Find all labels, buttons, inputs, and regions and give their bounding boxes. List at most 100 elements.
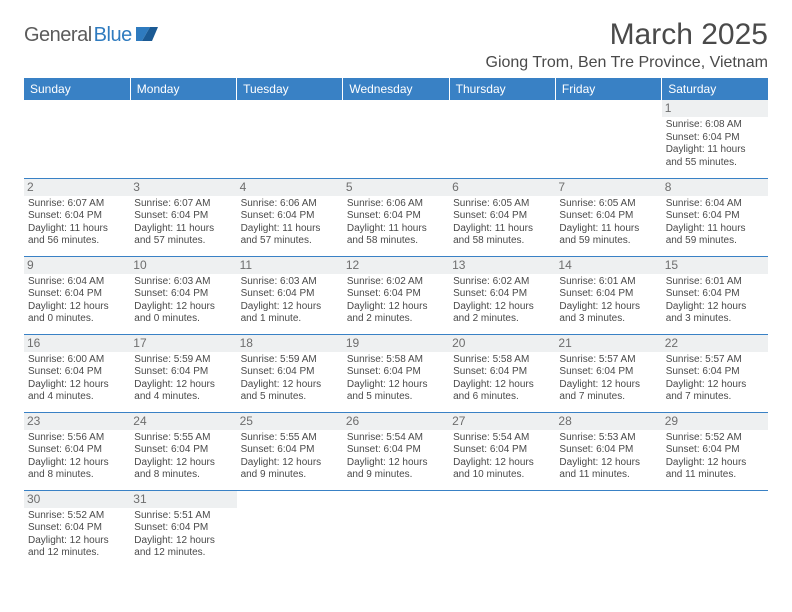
calendar-cell: 31Sunrise: 5:51 AMSunset: 6:04 PMDayligh… — [130, 490, 236, 568]
calendar-row: 1Sunrise: 6:08 AMSunset: 6:04 PMDaylight… — [24, 100, 768, 178]
day-number: 14 — [555, 257, 661, 274]
sunrise-text: Sunrise: 6:02 AM — [347, 276, 445, 289]
calendar-cell: 10Sunrise: 6:03 AMSunset: 6:04 PMDayligh… — [130, 256, 236, 334]
sunset-text: Sunset: 6:04 PM — [559, 210, 657, 223]
sunrise-text: Sunrise: 6:04 AM — [28, 276, 126, 289]
sunrise-text: Sunrise: 6:05 AM — [559, 198, 657, 211]
daylight-text: Daylight: 12 hours and 1 minute. — [241, 301, 339, 326]
calendar-cell: 18Sunrise: 5:59 AMSunset: 6:04 PMDayligh… — [237, 334, 343, 412]
sunset-text: Sunset: 6:04 PM — [134, 288, 232, 301]
calendar-cell: 12Sunrise: 6:02 AMSunset: 6:04 PMDayligh… — [343, 256, 449, 334]
sunrise-text: Sunrise: 6:02 AM — [453, 276, 551, 289]
daylight-text: Daylight: 12 hours and 11 minutes. — [559, 457, 657, 482]
sunrise-text: Sunrise: 5:58 AM — [347, 354, 445, 367]
calendar-cell: 9 Sunrise: 6:04 AMSunset: 6:04 PMDaylight… — [24, 256, 130, 334]
daylight-text: Daylight: 12 hours and 9 minutes. — [347, 457, 445, 482]
daylight-text: Daylight: 12 hours and 12 minutes. — [28, 535, 126, 560]
calendar-cell — [237, 100, 343, 178]
daylight-text: Daylight: 11 hours and 57 minutes. — [134, 223, 232, 248]
day-number: 9 — [24, 257, 130, 274]
day-number: 1 — [662, 100, 768, 117]
day-number: 11 — [237, 257, 343, 274]
daylight-text: Daylight: 12 hours and 2 minutes. — [453, 301, 551, 326]
sunset-text: Sunset: 6:04 PM — [666, 366, 764, 379]
sunrise-text: Sunrise: 5:54 AM — [453, 432, 551, 445]
sunset-text: Sunset: 6:04 PM — [347, 210, 445, 223]
daylight-text: Daylight: 12 hours and 12 minutes. — [134, 535, 232, 560]
sunset-text: Sunset: 6:04 PM — [241, 210, 339, 223]
sunrise-text: Sunrise: 6:06 AM — [347, 198, 445, 211]
day-number: 26 — [343, 413, 449, 430]
calendar-cell: 11Sunrise: 6:03 AMSunset: 6:04 PMDayligh… — [237, 256, 343, 334]
calendar-cell — [343, 490, 449, 568]
calendar-row: 9Sunrise: 6:04 AMSunset: 6:04 PMDaylight… — [24, 256, 768, 334]
calendar-cell: 23Sunrise: 5:56 AMSunset: 6:04 PMDayligh… — [24, 412, 130, 490]
day-number: 15 — [662, 257, 768, 274]
calendar-cell: 6Sunrise: 6:05 AMSunset: 6:04 PMDaylight… — [449, 178, 555, 256]
daylight-text: Daylight: 12 hours and 0 minutes. — [28, 301, 126, 326]
day-header: Wednesday — [343, 78, 449, 100]
sunrise-text: Sunrise: 5:55 AM — [241, 432, 339, 445]
day-number: 24 — [130, 413, 236, 430]
calendar-cell — [237, 490, 343, 568]
sunrise-text: Sunrise: 6:01 AM — [666, 276, 764, 289]
day-number: 29 — [662, 413, 768, 430]
sunrise-text: Sunrise: 5:55 AM — [134, 432, 232, 445]
sunset-text: Sunset: 6:04 PM — [28, 210, 126, 223]
sunrise-text: Sunrise: 5:58 AM — [453, 354, 551, 367]
sunset-text: Sunset: 6:04 PM — [28, 288, 126, 301]
sunset-text: Sunset: 6:04 PM — [453, 444, 551, 457]
day-number: 6 — [449, 179, 555, 196]
calendar-row: 16Sunrise: 6:00 AMSunset: 6:04 PMDayligh… — [24, 334, 768, 412]
calendar-cell: 8Sunrise: 6:04 AMSunset: 6:04 PMDaylight… — [662, 178, 768, 256]
sunset-text: Sunset: 6:04 PM — [28, 366, 126, 379]
day-number: 4 — [237, 179, 343, 196]
calendar-cell: 16Sunrise: 6:00 AMSunset: 6:04 PMDayligh… — [24, 334, 130, 412]
daylight-text: Daylight: 12 hours and 9 minutes. — [241, 457, 339, 482]
day-number: 8 — [662, 179, 768, 196]
calendar-cell: 5Sunrise: 6:06 AMSunset: 6:04 PMDaylight… — [343, 178, 449, 256]
day-header: Sunday — [24, 78, 130, 100]
calendar-cell — [449, 490, 555, 568]
sunset-text: Sunset: 6:04 PM — [559, 366, 657, 379]
day-number: 2 — [24, 179, 130, 196]
calendar-cell: 22Sunrise: 5:57 AMSunset: 6:04 PMDayligh… — [662, 334, 768, 412]
sunset-text: Sunset: 6:04 PM — [666, 132, 764, 145]
logo-flag-icon — [136, 25, 158, 46]
daylight-text: Daylight: 12 hours and 5 minutes. — [241, 379, 339, 404]
sunrise-text: Sunrise: 6:03 AM — [241, 276, 339, 289]
calendar-cell: 29Sunrise: 5:52 AMSunset: 6:04 PMDayligh… — [662, 412, 768, 490]
title-block: March 2025 Giong Trom, Ben Tre Province,… — [486, 18, 769, 72]
day-header: Monday — [130, 78, 236, 100]
calendar-cell: 15Sunrise: 6:01 AMSunset: 6:04 PMDayligh… — [662, 256, 768, 334]
sunrise-text: Sunrise: 6:07 AM — [28, 198, 126, 211]
calendar-cell — [343, 100, 449, 178]
day-header-row: Sunday Monday Tuesday Wednesday Thursday… — [24, 78, 768, 100]
calendar-cell — [24, 100, 130, 178]
daylight-text: Daylight: 11 hours and 56 minutes. — [28, 223, 126, 248]
daylight-text: Daylight: 12 hours and 2 minutes. — [347, 301, 445, 326]
sunrise-text: Sunrise: 6:01 AM — [559, 276, 657, 289]
sunset-text: Sunset: 6:04 PM — [28, 522, 126, 535]
calendar-cell: 24Sunrise: 5:55 AMSunset: 6:04 PMDayligh… — [130, 412, 236, 490]
sunset-text: Sunset: 6:04 PM — [453, 288, 551, 301]
sunset-text: Sunset: 6:04 PM — [347, 288, 445, 301]
sunset-text: Sunset: 6:04 PM — [453, 366, 551, 379]
calendar-cell: 2 Sunrise: 6:07 AMSunset: 6:04 PMDaylight… — [24, 178, 130, 256]
sunset-text: Sunset: 6:04 PM — [241, 366, 339, 379]
day-header: Tuesday — [237, 78, 343, 100]
logo: General Blue — [24, 24, 158, 47]
calendar-cell — [449, 100, 555, 178]
sunset-text: Sunset: 6:04 PM — [134, 522, 232, 535]
day-number: 27 — [449, 413, 555, 430]
calendar-cell: 30Sunrise: 5:52 AMSunset: 6:04 PMDayligh… — [24, 490, 130, 568]
daylight-text: Daylight: 11 hours and 57 minutes. — [241, 223, 339, 248]
calendar-cell: 20Sunrise: 5:58 AMSunset: 6:04 PMDayligh… — [449, 334, 555, 412]
day-number: 18 — [237, 335, 343, 352]
day-number: 22 — [662, 335, 768, 352]
calendar-row: 2Sunrise: 6:07 AMSunset: 6:04 PMDaylight… — [24, 178, 768, 256]
month-title: March 2025 — [486, 18, 769, 52]
sunset-text: Sunset: 6:04 PM — [134, 366, 232, 379]
daylight-text: Daylight: 12 hours and 8 minutes. — [28, 457, 126, 482]
sunset-text: Sunset: 6:04 PM — [559, 288, 657, 301]
